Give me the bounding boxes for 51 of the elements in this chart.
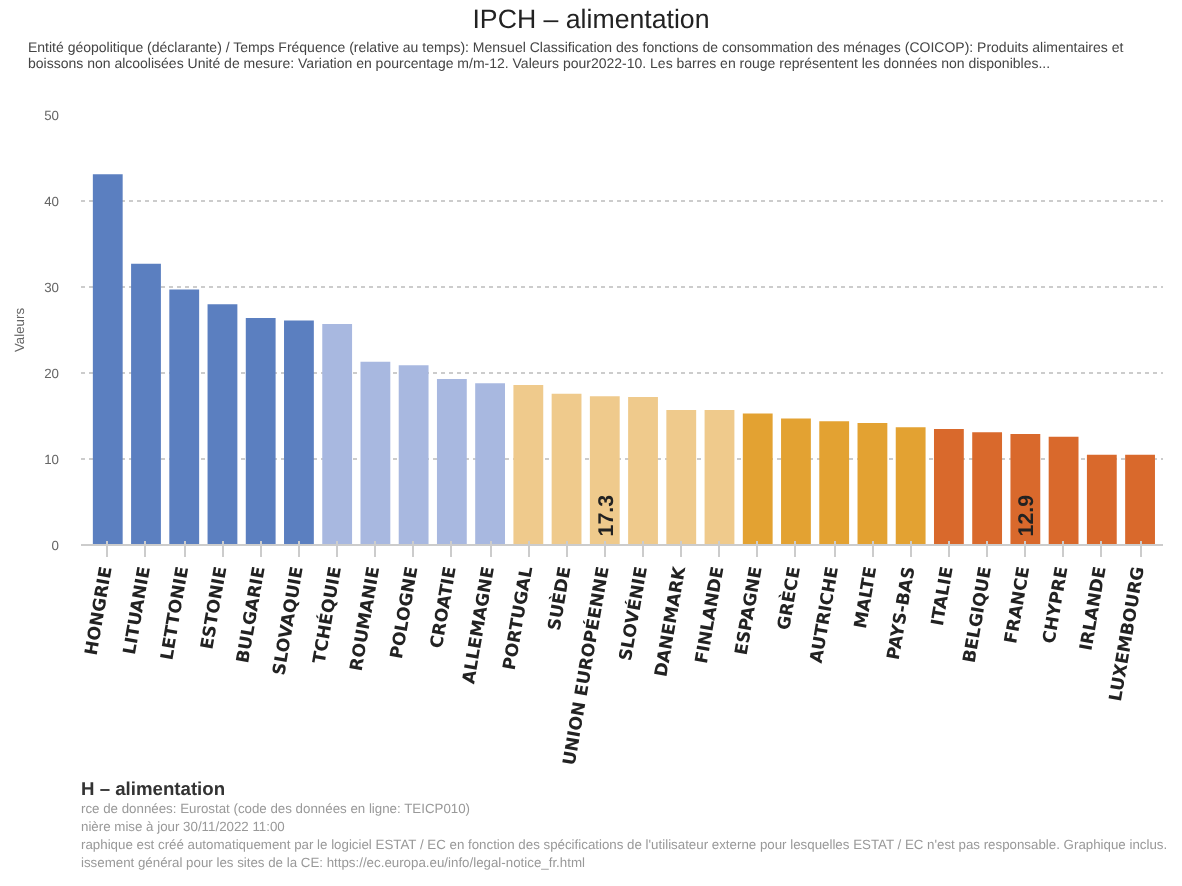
bar bbox=[475, 383, 506, 545]
text: H – alimentation bbox=[81, 779, 226, 799]
bar bbox=[436, 379, 467, 545]
x-tick-label: GRÈCE bbox=[771, 564, 806, 632]
x-tick-label: ESTONIE bbox=[198, 565, 233, 652]
bar bbox=[781, 418, 811, 545]
bar bbox=[742, 413, 773, 545]
bar bbox=[819, 421, 850, 545]
bar bbox=[1125, 454, 1155, 545]
bar bbox=[666, 409, 697, 545]
bar bbox=[895, 427, 926, 545]
x-tick-label: MALTE bbox=[851, 565, 883, 631]
bar bbox=[704, 409, 735, 545]
x-tick-label: BULGARIE bbox=[234, 565, 271, 665]
bar bbox=[589, 396, 620, 545]
bar bbox=[131, 263, 161, 545]
x-tick-label: BELGIQUE bbox=[960, 565, 998, 665]
chart-title: IPCH – alimentation bbox=[472, 2, 710, 38]
bar bbox=[972, 432, 1003, 545]
x-tick-label: LITUANIE bbox=[121, 565, 156, 657]
data-label: 17.3 bbox=[594, 494, 619, 537]
data-label: 12.9 bbox=[1015, 494, 1040, 537]
bar bbox=[551, 393, 582, 545]
x-tick-label: ITALIE bbox=[928, 565, 959, 628]
bar bbox=[933, 428, 964, 545]
x-tick-label: TCHÉQUIE bbox=[306, 564, 348, 666]
bar bbox=[322, 323, 353, 545]
bar bbox=[207, 304, 238, 545]
x-tick-label: IRLANDE bbox=[1077, 565, 1112, 653]
x-tick-label: SLOVÉNIE bbox=[613, 564, 653, 663]
bar bbox=[360, 361, 391, 545]
x-tick-label: CROATIE bbox=[428, 565, 462, 650]
x-tick-label: PAYS-BAS bbox=[884, 565, 921, 662]
bar bbox=[245, 317, 276, 545]
bar bbox=[92, 174, 123, 545]
bar bbox=[513, 385, 544, 545]
bar bbox=[1048, 436, 1079, 545]
bar bbox=[169, 289, 200, 545]
x-tick-label: LETTONIE bbox=[158, 565, 195, 662]
x-tick-label: FRANCE bbox=[1002, 565, 1036, 646]
x-tick-label: CHYPRE bbox=[1040, 565, 1074, 646]
bar bbox=[628, 397, 658, 545]
x-tick-label: HONGRIE bbox=[82, 565, 118, 657]
bar bbox=[398, 365, 429, 545]
x-tick-label: SUÈDE bbox=[541, 564, 577, 633]
x-tick-label: POLOGNE bbox=[387, 565, 424, 661]
bar bbox=[284, 320, 314, 545]
bar bbox=[857, 422, 888, 545]
x-tick-label: ESPAGNE bbox=[732, 565, 768, 657]
bar bbox=[1086, 454, 1117, 545]
x-tick-label: AUTRICHE bbox=[807, 565, 845, 665]
